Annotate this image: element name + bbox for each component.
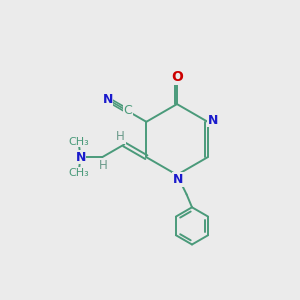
Text: N: N <box>102 93 113 106</box>
Text: C: C <box>123 104 132 118</box>
Text: H: H <box>116 130 125 143</box>
Text: N: N <box>173 173 183 186</box>
Text: CH₃: CH₃ <box>69 168 89 178</box>
Text: N: N <box>208 114 218 127</box>
Text: CH₃: CH₃ <box>69 136 89 147</box>
Text: O: O <box>171 70 183 84</box>
Text: N: N <box>75 151 86 164</box>
Text: H: H <box>99 159 108 172</box>
